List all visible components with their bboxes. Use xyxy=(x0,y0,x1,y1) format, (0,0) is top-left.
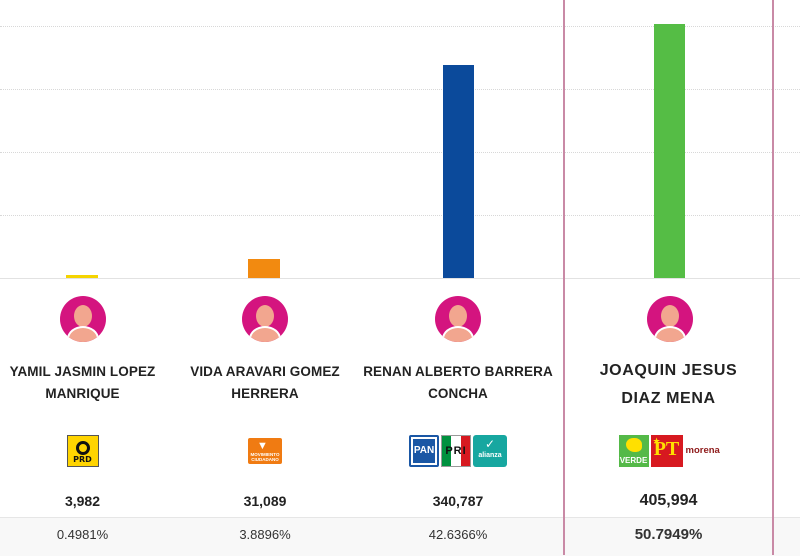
vote-count: 31,089 xyxy=(243,493,287,509)
prd-logo-icon: PRD xyxy=(66,435,99,467)
vote-percentage: 3.8896% xyxy=(239,527,291,542)
pri-logo-icon: PRI xyxy=(441,435,471,467)
party-logos: PRD xyxy=(0,434,165,468)
candidate-avatar xyxy=(242,296,288,342)
bar xyxy=(248,258,280,278)
party-logos: VERDE ★ PT morena xyxy=(565,434,772,468)
candidate-name: VIDA ARAVARI GOMEZ HERRERA xyxy=(190,364,340,401)
party-logos: PAN PRI ✓ alianza xyxy=(358,434,558,468)
bar xyxy=(653,23,685,278)
candidate-avatar xyxy=(60,296,106,342)
candidate-name: JOAQUIN JESUS DIAZ MENA xyxy=(599,362,738,407)
vote-count: 405,994 xyxy=(639,492,698,509)
vote-count: 340,787 xyxy=(432,493,484,509)
candidate-name: YAMIL JASMIN LOPEZ MANRIQUE xyxy=(9,364,156,401)
bar xyxy=(442,64,474,278)
morena-logo-icon: morena xyxy=(685,445,720,456)
gridline xyxy=(0,89,800,90)
candidate-column-winner[interactable]: JOAQUIN JESUS DIAZ MENA VERDE ★ PT morena… xyxy=(565,279,772,555)
party-logos: ▼ MOVIMIENTO CIUDADANO xyxy=(180,434,350,468)
vote-percentage: 42.6366% xyxy=(428,527,488,542)
percentage-row xyxy=(0,517,800,556)
chart-baseline xyxy=(0,278,800,279)
gridline xyxy=(0,26,800,27)
verde-logo-icon: VERDE xyxy=(618,435,649,467)
alianza-logo-icon: ✓ alianza xyxy=(473,435,507,467)
vote-percentage: 50.7949% xyxy=(634,526,703,543)
bar xyxy=(66,275,98,278)
gridline xyxy=(0,215,800,216)
candidate-column[interactable]: RENAN ALBERTO BARRERA CONCHA PAN PRI ✓ al… xyxy=(358,279,558,555)
pan-logo-icon: PAN xyxy=(409,435,439,467)
candidate-column[interactable]: VIDA ARAVARI GOMEZ HERRERA ▼ MOVIMIENTO C… xyxy=(180,279,350,555)
vote-percentage: 0.4981% xyxy=(56,527,109,542)
candidate-avatar xyxy=(435,296,481,342)
gridline xyxy=(0,152,800,153)
pt-logo-icon: ★ PT xyxy=(650,435,683,467)
candidate-column[interactable]: YAMIL JASMIN LOPEZ MANRIQUE PRD 3,982 xyxy=(0,279,165,555)
movimiento-ciudadano-logo-icon: ▼ MOVIMIENTO CIUDADANO xyxy=(248,438,282,464)
bar-chart xyxy=(0,23,800,279)
candidate-name: RENAN ALBERTO BARRERA CONCHA xyxy=(363,364,553,401)
candidate-avatar xyxy=(647,296,693,342)
vote-count: 3,982 xyxy=(64,493,101,509)
